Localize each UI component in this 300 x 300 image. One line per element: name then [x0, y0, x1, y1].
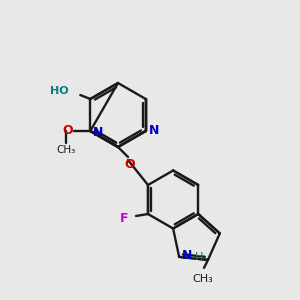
Text: N: N [182, 249, 193, 262]
Text: F: F [119, 212, 128, 224]
Text: -H: -H [191, 252, 203, 262]
Text: N: N [149, 124, 159, 136]
Text: CH₃: CH₃ [193, 274, 214, 284]
Text: CH₃: CH₃ [57, 145, 76, 155]
Text: O: O [63, 124, 73, 136]
Text: O: O [125, 158, 135, 172]
Text: HO: HO [50, 86, 68, 96]
Text: N: N [93, 125, 104, 139]
